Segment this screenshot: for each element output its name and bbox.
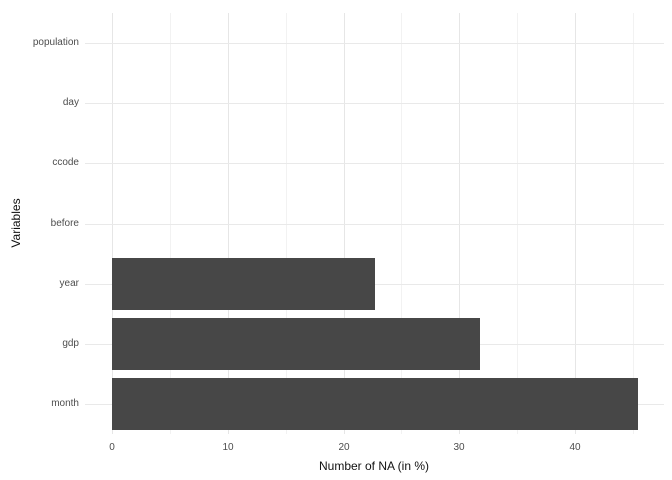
x-tick-label-0: 0 [109,442,115,453]
x-major-gridline [227,13,229,434]
y-category-gridline [85,163,664,164]
x-major-gridline [459,13,461,434]
x-tick-label-30: 30 [453,442,465,453]
y-tick-label-population: population [32,37,79,48]
y-tick-label-month: month [51,398,79,409]
x-minor-gridline [169,13,171,434]
y-tick-label-ccode: ccode [52,157,79,168]
plot-panel [85,13,664,434]
y-tick-label-day: day [62,97,79,108]
y-axis-tick-labels: population day ccode before year gdp month [0,13,79,434]
y-category-gridline [85,103,664,104]
x-minor-gridline [517,13,519,434]
y-category-gridline [85,224,664,225]
x-minor-gridline [401,13,403,434]
bar-month [112,378,638,430]
x-tick-label-40: 40 [569,442,581,453]
y-tick-label-gdp: gdp [62,338,79,349]
bar-gdp [112,318,480,370]
x-tick-label-10: 10 [222,442,234,453]
x-axis-tick-labels: 0 10 20 30 40 [0,441,672,455]
x-minor-gridline [632,13,634,434]
x-major-gridline [575,13,576,434]
x-minor-gridline [285,13,287,434]
bar-year [112,258,375,310]
y-tick-label-year: year [59,278,79,289]
y-tick-label-before: before [50,218,79,229]
y-category-gridline [85,43,664,44]
x-tick-label-20: 20 [338,442,350,453]
x-major-gridline [112,13,113,434]
x-major-gridline [343,13,345,434]
x-axis-title: Number of NA (in %) [318,459,430,473]
